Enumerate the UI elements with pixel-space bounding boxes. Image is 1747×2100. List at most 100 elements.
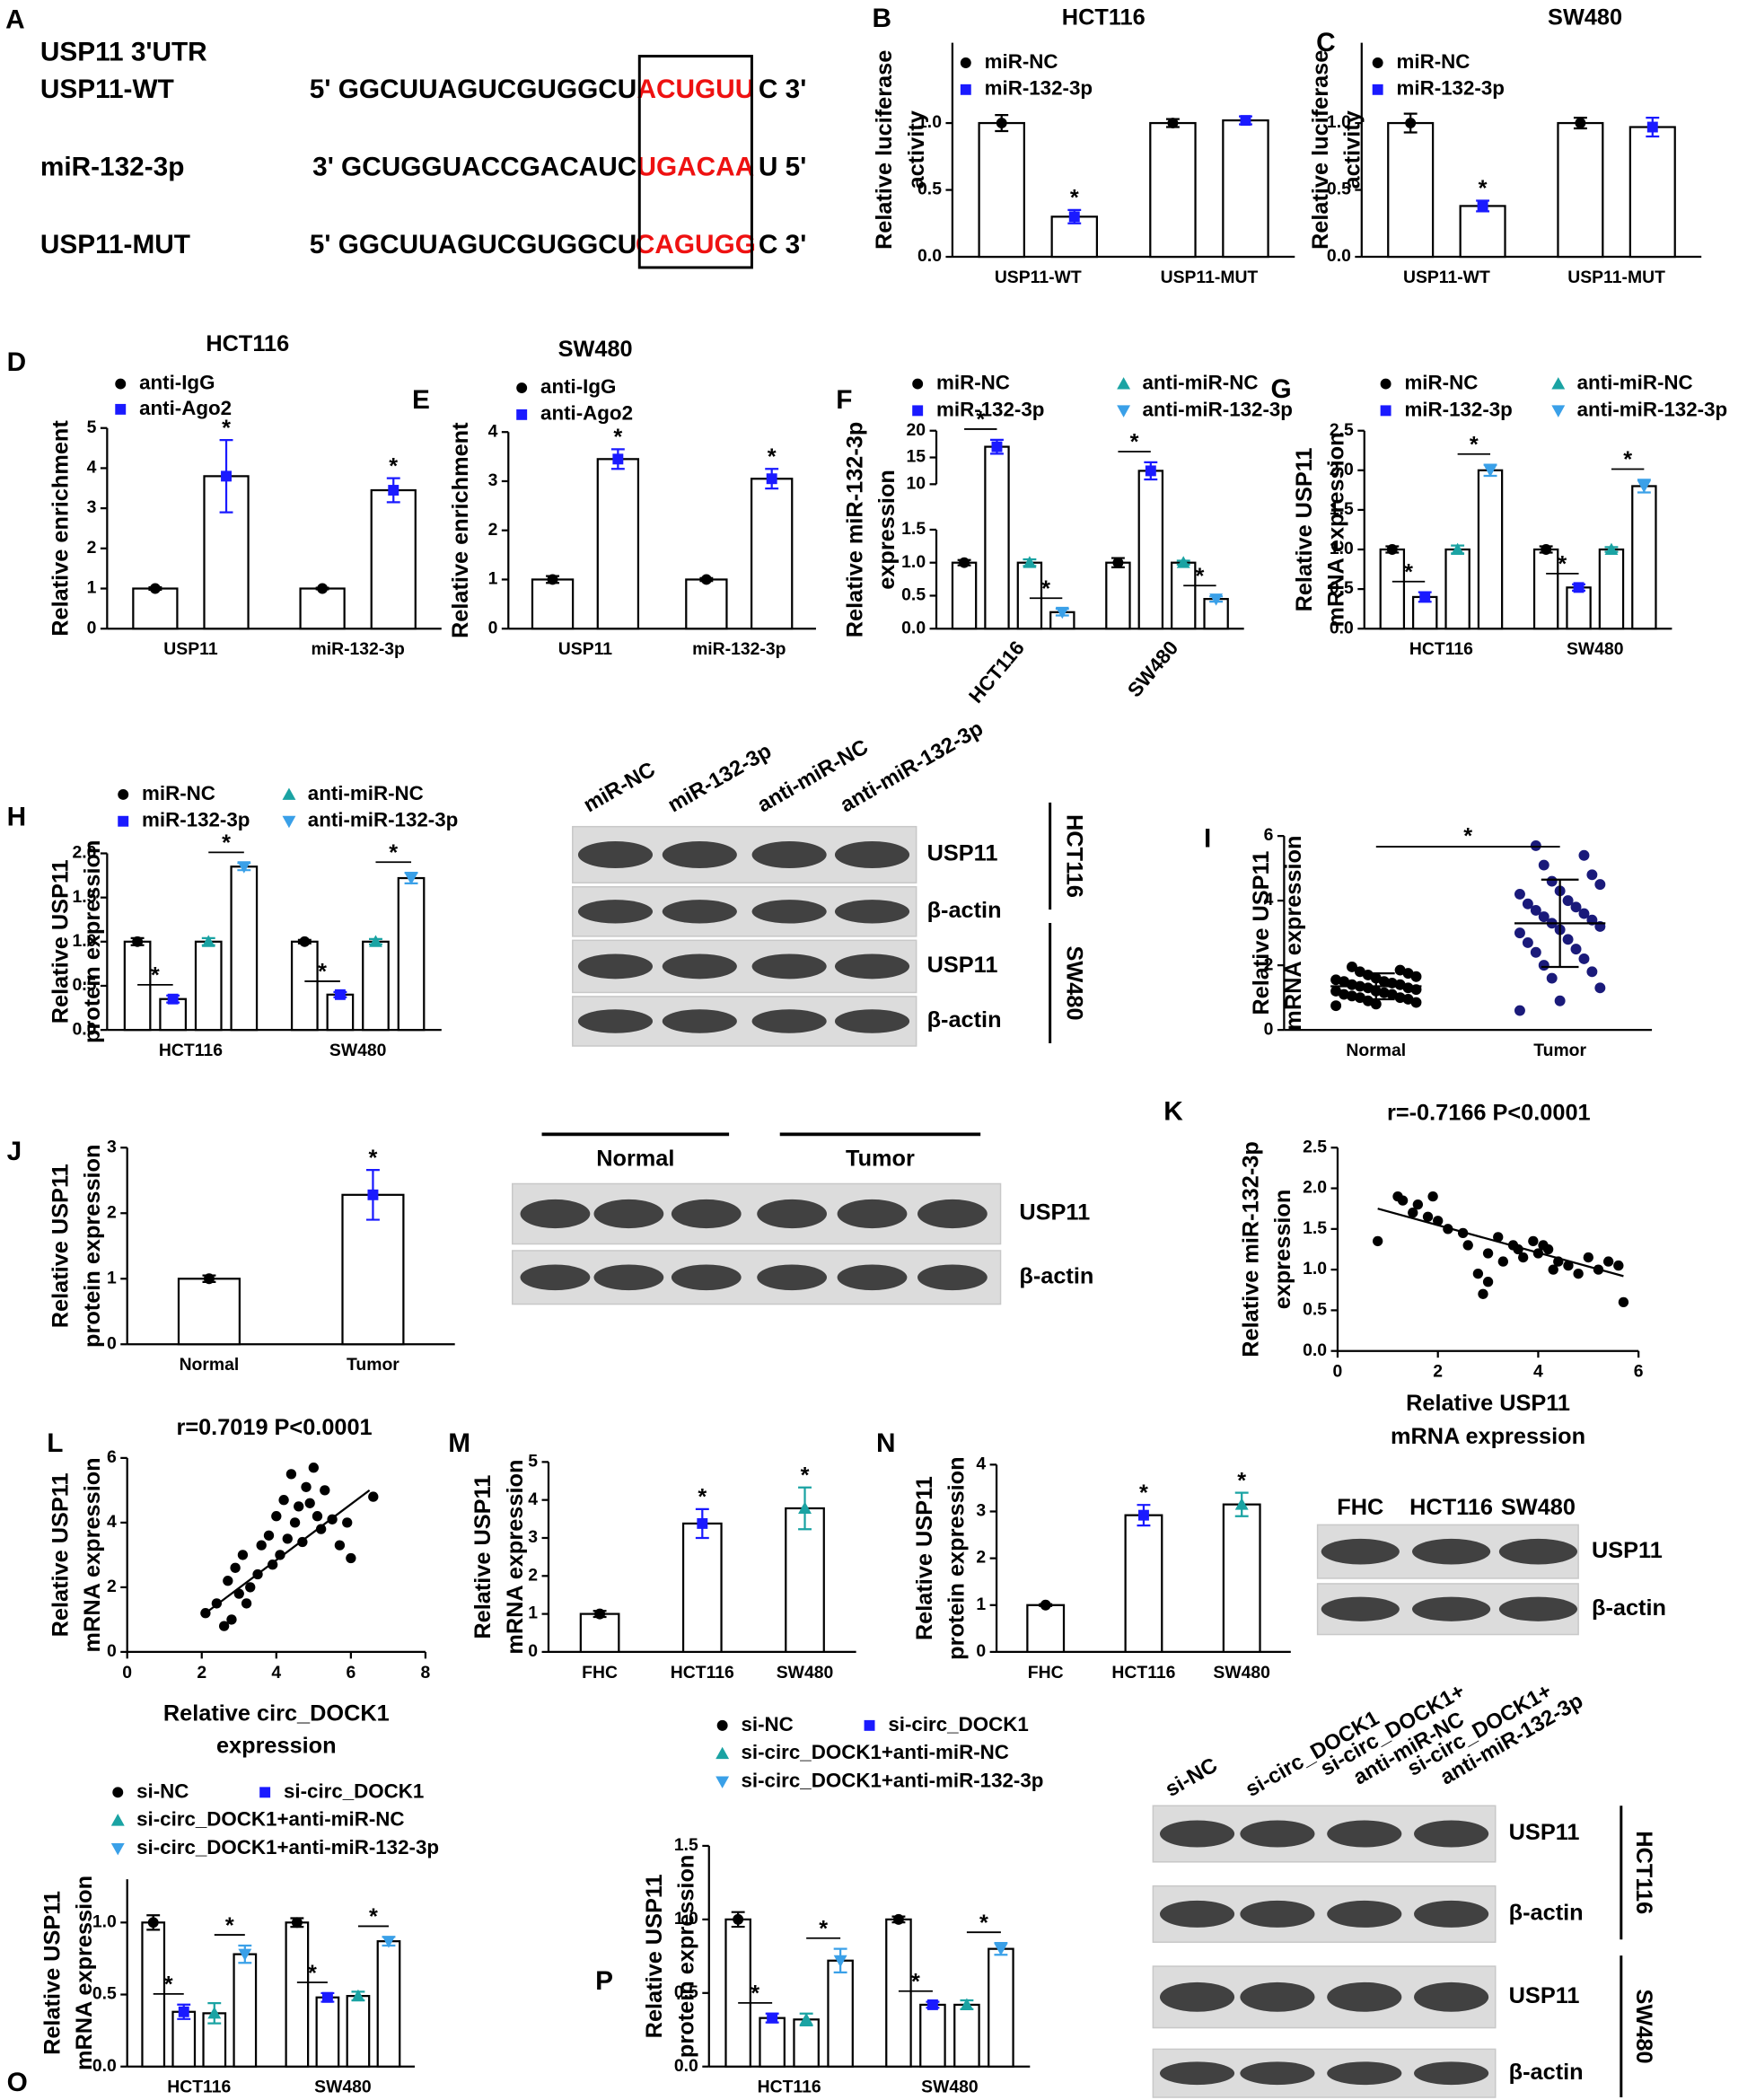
- legend-marker: [516, 382, 528, 394]
- band: [837, 1264, 908, 1291]
- x-tick-label: Normal: [180, 1355, 240, 1375]
- site-box: [637, 55, 753, 269]
- data-point: [1167, 118, 1179, 129]
- data-point: [1548, 1264, 1558, 1275]
- y-axis-label: Relative USP11: [642, 1874, 667, 2038]
- y-tick-label: 2.0: [1330, 460, 1354, 479]
- data-point: [1176, 556, 1190, 568]
- significance-mark: *: [225, 1913, 234, 1938]
- data-point: [346, 1552, 356, 1564]
- bar: [285, 1921, 310, 2068]
- band: [1414, 1981, 1489, 2012]
- data-point: [221, 470, 232, 482]
- sequence-right: C 3': [759, 75, 806, 104]
- data-point: [1330, 985, 1342, 997]
- data-point: [1570, 944, 1582, 955]
- data-point: [1562, 934, 1574, 945]
- y-axis-label: Relative USP11: [1292, 447, 1317, 611]
- significance-mark: *: [369, 1146, 378, 1171]
- bar: [793, 2018, 820, 2068]
- y-tick-label: 4: [87, 458, 97, 478]
- y-tick-label: 1.0: [674, 1909, 698, 1929]
- y-tick-label: 0: [107, 1641, 117, 1661]
- data-point: [1604, 542, 1619, 555]
- data-point: [289, 1517, 301, 1528]
- x-tick-label: USP11-WT: [995, 268, 1082, 287]
- y-tick-label: 2.5: [1330, 420, 1354, 440]
- y-tick-label: 0.5: [674, 1982, 698, 2002]
- legend-label: anti-miR-NC: [1142, 371, 1258, 393]
- legend-marker: [960, 57, 971, 68]
- legend-marker: [115, 378, 127, 390]
- band: [751, 840, 827, 869]
- data-point: [245, 1582, 256, 1593]
- y-tick-label: 2.0: [1303, 1178, 1327, 1198]
- data-point: [1575, 118, 1586, 129]
- y-axis-label: mRNA expression: [72, 1876, 97, 2070]
- bar: [1566, 586, 1592, 630]
- legend-label: si-circ_DOCK1+anti-miR-NC: [136, 1808, 404, 1831]
- band: [1159, 1981, 1235, 2012]
- data-point: [1578, 953, 1590, 964]
- band: [757, 1264, 828, 1291]
- x-tick-label: SW480: [1213, 1663, 1270, 1683]
- y-tick-label: 1: [87, 578, 97, 598]
- panel-letter: A: [5, 5, 25, 35]
- legend-label: miR-132-3p: [1397, 77, 1505, 100]
- chart-title: SW480: [558, 337, 633, 362]
- data-point: [1394, 964, 1406, 976]
- x-tick-label: SW480: [1123, 637, 1182, 701]
- data-point: [1514, 888, 1525, 900]
- band: [577, 900, 654, 924]
- bar: [579, 1612, 620, 1654]
- data-point: [1397, 1195, 1409, 1206]
- significance-mark: *: [979, 1911, 988, 1936]
- row-label: β-actin: [1592, 1595, 1666, 1621]
- x-tick-label: FHC: [582, 1663, 618, 1683]
- group-label: HCT116: [1061, 814, 1086, 898]
- legend-label: anti-IgG: [139, 371, 215, 393]
- y-tick-label: 1.0: [92, 1911, 117, 1931]
- y-tick-label: 1: [528, 1604, 538, 1623]
- bar: [1628, 126, 1676, 259]
- x-axis-label: expression: [216, 1733, 337, 1758]
- data-point: [223, 1576, 233, 1586]
- data-point: [1462, 1240, 1473, 1251]
- data-point: [237, 1550, 249, 1560]
- panel-letter: E: [412, 385, 430, 415]
- data-point: [1522, 936, 1533, 948]
- significance-mark: *: [1404, 559, 1413, 584]
- band: [917, 1199, 988, 1229]
- y-tick-label: 6: [107, 1447, 117, 1467]
- band: [751, 953, 827, 980]
- band: [1159, 1900, 1235, 1928]
- bar: [685, 578, 728, 630]
- y-axis-label: Relative USP11: [912, 1476, 937, 1640]
- significance-mark: *: [1479, 176, 1488, 201]
- data-point: [1234, 1498, 1249, 1510]
- data-point: [1542, 1243, 1554, 1255]
- data-point: [1538, 859, 1549, 871]
- band: [1412, 1596, 1491, 1621]
- y-tick-label: 3: [976, 1501, 986, 1521]
- y-axis-label: Relative enrichment: [48, 420, 73, 637]
- data-point: [1378, 976, 1390, 988]
- y-tick-label: 0: [1264, 1019, 1274, 1039]
- data-point: [1410, 971, 1422, 982]
- x-tick-label: HCT116: [1409, 639, 1473, 659]
- band: [1498, 1596, 1578, 1621]
- x-tick-label: HCT116: [964, 637, 1029, 707]
- group-label: SW480: [1631, 1990, 1656, 2064]
- data-point: [1497, 1256, 1508, 1267]
- y-tick-label: 4: [1264, 890, 1274, 909]
- data-point: [1482, 1248, 1494, 1259]
- data-point: [282, 1533, 293, 1544]
- significance-mark: *: [1130, 430, 1139, 455]
- lane-label: si-NC: [1161, 1753, 1221, 1801]
- data-point: [256, 1540, 267, 1551]
- data-point: [798, 1501, 812, 1514]
- sd-bar: [1541, 878, 1579, 969]
- legend-label: si-circ_DOCK1: [284, 1779, 424, 1802]
- data-point: [241, 1598, 252, 1609]
- data-point: [218, 1621, 230, 1631]
